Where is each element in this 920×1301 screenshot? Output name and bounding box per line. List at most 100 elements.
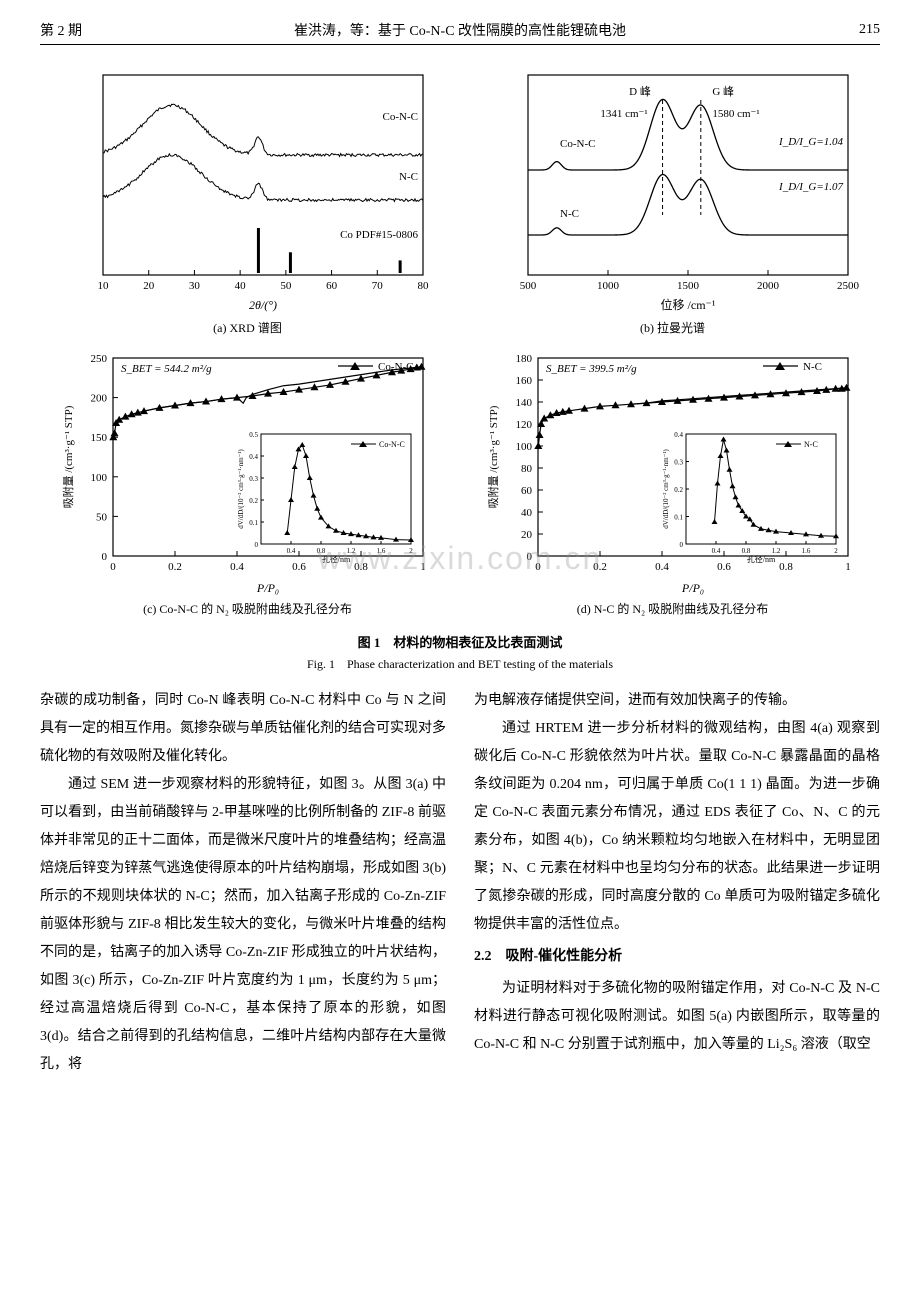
svg-text:0.5: 0.5	[249, 431, 258, 439]
svg-text:0.6: 0.6	[292, 561, 306, 573]
svg-text:N-C: N-C	[399, 171, 418, 183]
svg-text:2θ/(°): 2θ/(°)	[248, 298, 276, 312]
left-column: 杂碳的成功制备，同时 Co-N 峰表明 Co-N-C 材料中 Co 与 N 之间…	[40, 687, 446, 1079]
svg-text:1: 1	[845, 561, 851, 573]
svg-text:0: 0	[526, 551, 532, 563]
para-r3: 为证明材料对于多硫化物的吸附锚定作用，对 Co-N-C 及 N-C 材料进行静态…	[474, 975, 880, 1059]
svg-text:Co PDF#15-0806: Co PDF#15-0806	[340, 229, 418, 241]
svg-text:0: 0	[254, 541, 258, 549]
svg-text:1000: 1000	[597, 280, 620, 292]
svg-text:100: 100	[515, 441, 532, 453]
svg-text:Co-N-C: Co-N-C	[382, 111, 417, 123]
svg-text:1341 cm⁻¹: 1341 cm⁻¹	[600, 108, 647, 120]
svg-text:40: 40	[234, 280, 246, 292]
panel-c: 00.20.40.60.81050100150200250P/P₀吸附量 /(c…	[40, 346, 455, 617]
caption-cn: 图 1 材料的物相表征及比表面测试	[40, 632, 880, 651]
svg-text:140: 140	[515, 397, 532, 409]
svg-text:N-C: N-C	[803, 361, 822, 373]
issue-label: 第 2 期	[40, 20, 140, 40]
raman-chart: 5001000150020002500位移 /cm⁻¹D 峰G 峰1341 cm…	[483, 65, 863, 315]
svg-text:1500: 1500	[677, 280, 700, 292]
svg-text:1.6: 1.6	[801, 547, 810, 555]
xrd-chart: 10203040506070802θ/(°)Co PDF#15-0806Co-N…	[58, 65, 438, 315]
svg-text:50: 50	[280, 280, 292, 292]
figure-grid: 10203040506070802θ/(°)Co PDF#15-0806Co-N…	[40, 65, 880, 617]
panel-d-caption: (d) N-C 的 N₂ 吸脱附曲线及孔径分布	[577, 600, 769, 617]
figure-main-caption: 图 1 材料的物相表征及比表面测试 Fig. 1 Phase character…	[40, 632, 880, 672]
bet-nc-chart: 00.20.40.60.81020406080100120140160180P/…	[483, 346, 863, 596]
para-l1: 杂碳的成功制备，同时 Co-N 峰表明 Co-N-C 材料中 Co 与 N 之间…	[40, 687, 446, 771]
svg-text:0.2: 0.2	[168, 561, 182, 573]
svg-text:0.3: 0.3	[674, 459, 683, 467]
svg-text:0.1: 0.1	[249, 519, 258, 527]
svg-text:2: 2	[409, 547, 413, 555]
svg-text:160: 160	[515, 375, 532, 387]
panel-a: 10203040506070802θ/(°)Co PDF#15-0806Co-N…	[40, 65, 455, 336]
svg-text:dV/dD/(10⁻² cm³·g⁻¹·nm⁻¹): dV/dD/(10⁻² cm³·g⁻¹·nm⁻¹)	[237, 449, 245, 529]
svg-text:0: 0	[679, 541, 683, 549]
svg-text:0.8: 0.8	[354, 561, 368, 573]
para-r2: 通过 HRTEM 进一步分析材料的微观结构，由图 4(a) 观察到碳化后 Co-…	[474, 715, 880, 939]
svg-text:120: 120	[515, 419, 532, 431]
svg-text:70: 70	[371, 280, 383, 292]
svg-text:N-C: N-C	[560, 208, 579, 220]
para-r1: 为电解液存储提供空间，进而有效加快离子的传输。	[474, 687, 880, 715]
bet-conc-chart: 00.20.40.60.81050100150200250P/P₀吸附量 /(c…	[58, 346, 438, 596]
svg-text:80: 80	[417, 280, 429, 292]
svg-text:N-C: N-C	[804, 440, 818, 449]
svg-text:0.4: 0.4	[249, 453, 258, 461]
svg-text:2500: 2500	[837, 280, 860, 292]
svg-text:吸附量 /(cm³·g⁻¹ STP): 吸附量 /(cm³·g⁻¹ STP)	[486, 405, 500, 508]
right-column: 为电解液存储提供空间，进而有效加快离子的传输。 通过 HRTEM 进一步分析材料…	[474, 687, 880, 1079]
svg-text:2000: 2000	[757, 280, 780, 292]
svg-text:250: 250	[90, 353, 107, 365]
svg-text:1.2: 1.2	[346, 547, 355, 555]
svg-text:0: 0	[101, 551, 107, 563]
panel-a-caption: (a) XRD 谱图	[213, 319, 282, 336]
svg-text:0.1: 0.1	[674, 514, 683, 522]
svg-text:D 峰: D 峰	[629, 85, 651, 98]
svg-text:P/P₀: P/P₀	[680, 581, 703, 595]
svg-text:0: 0	[535, 561, 541, 573]
svg-text:1.2: 1.2	[771, 547, 780, 555]
svg-text:Co-N-C: Co-N-C	[379, 440, 405, 449]
section-heading: 2.2 吸附-催化性能分析	[474, 943, 880, 971]
svg-text:200: 200	[90, 393, 107, 405]
svg-text:0.3: 0.3	[249, 475, 258, 483]
svg-text:0.8: 0.8	[316, 547, 325, 555]
svg-text:500: 500	[519, 280, 536, 292]
svg-text:50: 50	[96, 511, 108, 523]
svg-text:0.2: 0.2	[674, 486, 683, 494]
svg-text:150: 150	[90, 432, 107, 444]
svg-text:S_BET = 399.5 m²/g: S_BET = 399.5 m²/g	[546, 363, 637, 375]
running-title: 崔洪涛，等：基于 Co-N-C 改性隔膜的高性能锂硫电池	[140, 20, 780, 40]
svg-text:20: 20	[143, 280, 155, 292]
svg-text:60: 60	[521, 485, 533, 497]
svg-text:0: 0	[110, 561, 116, 573]
body-columns: 杂碳的成功制备，同时 Co-N 峰表明 Co-N-C 材料中 Co 与 N 之间…	[40, 687, 880, 1079]
svg-text:0.6: 0.6	[717, 561, 731, 573]
svg-text:0.2: 0.2	[593, 561, 607, 573]
svg-text:0.4: 0.4	[655, 561, 669, 573]
panel-c-caption: (c) Co-N-C 的 N₂ 吸脱附曲线及孔径分布	[143, 600, 352, 617]
page-header: 第 2 期 崔洪涛，等：基于 Co-N-C 改性隔膜的高性能锂硫电池 215	[40, 20, 880, 45]
svg-text:60: 60	[326, 280, 338, 292]
page-number: 215	[780, 22, 880, 38]
svg-text:1: 1	[420, 561, 426, 573]
svg-text:0.4: 0.4	[286, 547, 295, 555]
svg-text:1580 cm⁻¹: 1580 cm⁻¹	[712, 108, 759, 120]
para-l2: 通过 SEM 进一步观察材料的形貌特征，如图 3。从图 3(a) 中可以看到，由…	[40, 771, 446, 1079]
svg-text:180: 180	[515, 353, 532, 365]
svg-text:40: 40	[521, 507, 533, 519]
caption-en: Fig. 1 Phase characterization and BET te…	[40, 655, 880, 672]
svg-text:孔径/nm: 孔径/nm	[321, 554, 350, 564]
svg-text:1.6: 1.6	[376, 547, 385, 555]
svg-text:孔径/nm: 孔径/nm	[746, 554, 775, 564]
svg-text:S_BET = 544.2 m²/g: S_BET = 544.2 m²/g	[121, 363, 212, 375]
svg-text:P/P₀: P/P₀	[255, 581, 278, 595]
svg-text:0.8: 0.8	[741, 547, 750, 555]
svg-text:Co-N-C: Co-N-C	[560, 138, 595, 150]
panel-d: 00.20.40.60.81020406080100120140160180P/…	[465, 346, 880, 617]
svg-text:100: 100	[90, 472, 107, 484]
svg-text:I_D/I_G=1.04: I_D/I_G=1.04	[778, 136, 843, 148]
